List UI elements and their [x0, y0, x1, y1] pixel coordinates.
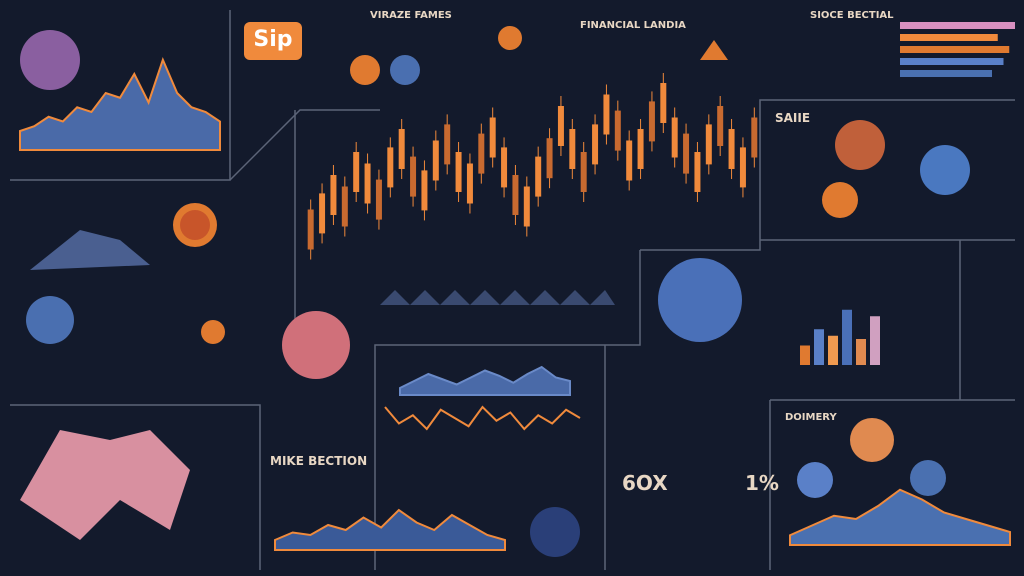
- candle: [410, 156, 417, 197]
- area: [789, 488, 1011, 546]
- candle: [478, 133, 485, 174]
- title: SIOCE BECTIAL: [810, 10, 894, 21]
- candle: [375, 179, 382, 220]
- bar: [828, 335, 838, 365]
- candle: [398, 129, 405, 169]
- headline: 6OX: [622, 471, 668, 495]
- candle: [705, 124, 712, 165]
- logo: Sip: [253, 27, 292, 52]
- candle: [501, 147, 508, 188]
- candle: [353, 152, 360, 192]
- candle: [546, 138, 553, 179]
- candle: [739, 147, 746, 188]
- panels: [10, 10, 1015, 570]
- candle: [512, 175, 519, 215]
- candle: [614, 110, 621, 151]
- hbar: [900, 46, 1010, 53]
- candle: [592, 124, 599, 165]
- area: [399, 365, 571, 396]
- candle: [421, 170, 428, 211]
- title: VIRAZE FAMES: [370, 10, 452, 21]
- hbar: [900, 70, 992, 77]
- line: [384, 405, 581, 431]
- candle: [717, 106, 724, 146]
- decorations: [20, 22, 970, 557]
- candle: [648, 101, 655, 142]
- candle: [660, 83, 667, 123]
- candle: [683, 133, 690, 174]
- candle: [444, 124, 451, 165]
- area: [19, 56, 221, 151]
- candle: [671, 117, 678, 158]
- title: DOIMERY: [785, 412, 837, 423]
- bar: [842, 309, 852, 365]
- hbar: [900, 34, 998, 41]
- candle: [364, 163, 371, 204]
- candle: [489, 117, 496, 158]
- area: [274, 508, 506, 551]
- candle: [603, 94, 610, 135]
- bar: [856, 339, 866, 365]
- candle: [455, 152, 462, 192]
- candle: [728, 129, 735, 169]
- percent: 1%: [745, 471, 779, 495]
- candle: [387, 147, 394, 188]
- candle: [523, 186, 530, 227]
- candle: [535, 156, 542, 197]
- candle: [637, 129, 644, 169]
- candle: [751, 117, 758, 158]
- bar: [870, 316, 880, 365]
- candle: [341, 186, 348, 227]
- candle: [307, 209, 314, 250]
- candle: [569, 129, 576, 169]
- hbar: [900, 22, 1015, 29]
- candle: [626, 140, 633, 181]
- candle: [330, 175, 337, 215]
- hbar: [900, 58, 1004, 65]
- candle: [432, 140, 439, 181]
- bar: [800, 345, 810, 365]
- candle: [694, 152, 701, 192]
- candle: [319, 193, 326, 234]
- title: SAIIE: [775, 111, 810, 125]
- candle: [580, 152, 587, 192]
- bar: [814, 329, 824, 365]
- candle: [557, 106, 564, 146]
- candle: [466, 163, 473, 204]
- title: FINANCIAL LANDIA: [580, 20, 686, 31]
- title: MIKE BECTION: [270, 454, 367, 468]
